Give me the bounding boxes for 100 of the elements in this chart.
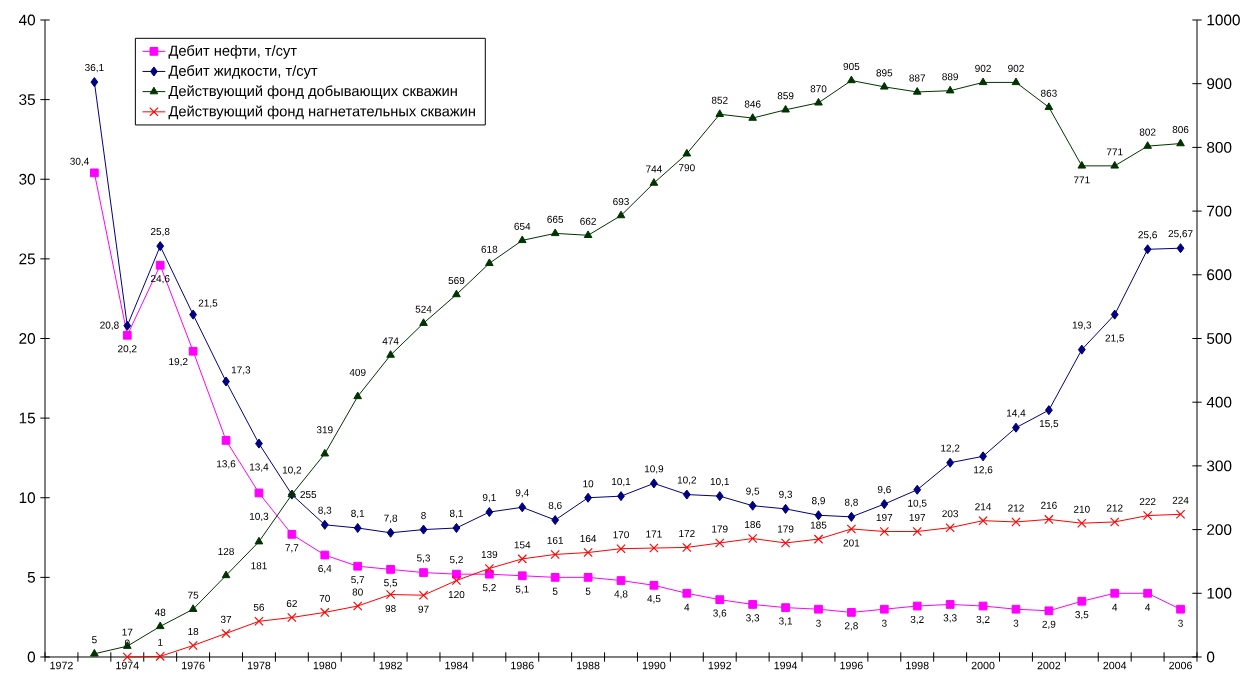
data-label: 25,67	[1168, 230, 1193, 239]
data-label: 10	[583, 480, 594, 488]
data-label: 255	[300, 491, 317, 499]
data-label: 181	[251, 562, 267, 570]
data-label: 97	[418, 605, 429, 613]
data-label: 170	[613, 531, 629, 539]
data-label: 10,2	[282, 466, 302, 475]
data-label: 9,1	[482, 493, 496, 503]
data-label: 895	[876, 69, 893, 77]
x-tick-label: 1996	[840, 661, 863, 670]
y2-tick-label: 400	[1206, 396, 1232, 408]
data-label: 13,4	[249, 463, 269, 472]
y-tick-label: 30	[19, 173, 36, 185]
data-label: 8,9	[811, 497, 825, 506]
data-label: 2,9	[1042, 620, 1056, 629]
data-label: 10,2	[677, 476, 697, 485]
data-label: 10,1	[612, 478, 631, 487]
data-label: 846	[744, 100, 761, 108]
data-label: 21,5	[198, 299, 218, 308]
data-label: 802	[1139, 128, 1156, 136]
data-label: 8,8	[844, 498, 858, 507]
data-label: 8,1	[449, 509, 463, 519]
data-label: 10,5	[908, 499, 927, 508]
data-label: 25,8	[150, 227, 170, 237]
data-label: 771	[1106, 148, 1123, 156]
data-label: 4	[1145, 603, 1151, 611]
data-label: 9,4	[515, 489, 529, 498]
data-label: 24,6	[150, 275, 170, 284]
data-label: 852	[711, 96, 728, 104]
data-label: 5,5	[384, 579, 398, 588]
data-label: 744	[646, 165, 662, 173]
data-label: 21,5	[1105, 334, 1125, 343]
data-label: 15,5	[1039, 420, 1059, 429]
data-label: 1	[158, 638, 163, 646]
data-label: 3,2	[910, 615, 924, 625]
legend-label: Дебит жидкости, т/сут	[168, 65, 318, 79]
data-label: 201	[843, 539, 860, 547]
data-label: 154	[514, 541, 531, 549]
x-tick-label: 1992	[708, 661, 732, 670]
y2-tick-label: 100	[1207, 587, 1232, 599]
data-label: 203	[942, 510, 959, 518]
data-label: 5,2	[482, 584, 496, 593]
data-label: 48	[154, 608, 166, 616]
data-label: 654	[514, 222, 531, 230]
y2-tick-label: 600	[1207, 269, 1232, 281]
data-label: 7,8	[384, 514, 398, 523]
x-tick-label: 1994	[774, 661, 798, 670]
data-label: 3	[1178, 619, 1183, 627]
x-tick-label: 1976	[182, 661, 205, 670]
data-label: 75	[188, 591, 199, 599]
data-label: 128	[218, 547, 234, 555]
data-label: 212	[1008, 504, 1024, 512]
y2-tick-label: 700	[1207, 205, 1232, 217]
data-label: 10,3	[249, 512, 269, 522]
data-label: 662	[580, 217, 596, 225]
data-label: 18	[188, 627, 199, 636]
y-tick-label: 15	[19, 412, 35, 424]
data-label: 902	[975, 64, 991, 72]
x-tick-label: 2002	[1037, 661, 1061, 670]
data-label: 8	[421, 512, 426, 520]
data-label: 98	[385, 605, 396, 613]
data-label: 179	[712, 525, 728, 533]
data-label: 9,3	[779, 490, 793, 500]
data-label: 771	[1073, 176, 1090, 184]
data-label: 6,4	[318, 564, 332, 574]
legend-label: Действующий фонд нагнетательных скважин	[168, 105, 475, 120]
data-label: 859	[777, 92, 794, 100]
data-label: 806	[1172, 126, 1189, 134]
data-label: 17,3	[231, 366, 251, 375]
y-tick-label: 10	[19, 492, 36, 504]
y2-tick-label: 300	[1206, 460, 1232, 472]
data-label: 20,8	[100, 321, 119, 330]
data-label: 120	[448, 591, 465, 599]
x-tick-label: 1988	[577, 661, 600, 670]
x-tick-label: 2000	[971, 661, 995, 670]
data-label: 216	[1041, 501, 1057, 509]
data-label: 8,1	[351, 509, 365, 519]
y2-tick-label: 500	[1206, 333, 1232, 344]
x-tick-label: 1986	[511, 661, 534, 670]
data-label: 3,6	[713, 609, 727, 618]
data-label: 889	[942, 73, 959, 81]
data-label: 19,2	[169, 358, 188, 367]
data-label: 224	[1172, 496, 1189, 504]
data-label: 10,1	[710, 478, 729, 487]
data-label: 870	[810, 85, 827, 93]
data-label: 790	[679, 164, 695, 172]
data-label: 9,5	[746, 487, 760, 496]
data-label: 212	[1106, 504, 1123, 512]
data-label: 179	[777, 525, 794, 533]
data-label: 210	[1073, 505, 1090, 513]
data-label: 70	[319, 594, 330, 602]
data-label: 5	[552, 587, 558, 595]
y-tick-label: 25	[19, 253, 35, 265]
x-tick-label: 1984	[445, 661, 468, 670]
data-label: 4,8	[614, 590, 628, 599]
data-label: 172	[679, 529, 695, 537]
data-label: 863	[1040, 89, 1057, 97]
y2-tick-label: 0	[1206, 651, 1215, 663]
legend-label: Действующий фонд добывающих скважин	[168, 85, 457, 100]
x-tick-label: 2004	[1103, 661, 1127, 670]
